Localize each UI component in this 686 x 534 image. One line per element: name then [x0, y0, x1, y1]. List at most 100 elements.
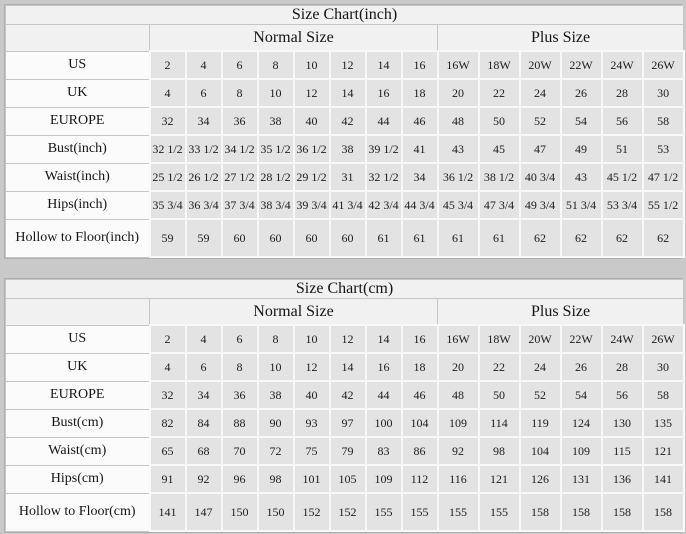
table-cell: 22: [477, 78, 521, 108]
corner-cell: [5, 298, 150, 326]
table-cell: 24: [518, 78, 562, 108]
table-cell: 45 3/4: [436, 190, 480, 220]
table-cell: 36: [220, 380, 259, 410]
table-cell: 152: [292, 492, 331, 532]
table-cell: 4: [148, 78, 187, 108]
table-cell: 2: [148, 50, 187, 80]
table-cell: 112: [400, 464, 439, 494]
table-cell: 34: [184, 106, 223, 136]
table-cell: 39 1/2: [364, 134, 403, 164]
table-cell: 44 3/4: [400, 190, 439, 220]
table-cell: 96: [220, 464, 259, 494]
table-cell: 155: [436, 492, 480, 532]
table-cell: 58: [641, 380, 685, 410]
table-cell: 43: [559, 162, 603, 192]
table-cell: 12: [292, 352, 331, 382]
table-cell: 109: [364, 464, 403, 494]
table-row: EUROPE 32 34 36 38 40 42 44 46 48 50 52 54 56 58: [5, 106, 685, 136]
table-cell: 60: [328, 218, 367, 258]
table-cell: 75: [292, 436, 331, 466]
table-cell: 47 3/4: [477, 190, 521, 220]
table-cell: 16W: [436, 50, 480, 80]
row-label: UK: [5, 352, 150, 382]
table-cell: 30: [641, 352, 685, 382]
table-cell: 33 1/2: [184, 134, 223, 164]
table-cell: 121: [477, 464, 521, 494]
table-cell: 22W: [559, 324, 603, 354]
table-cell: 38: [256, 106, 295, 136]
row-label: EUROPE: [5, 380, 150, 410]
table-cell: 34 1/2: [220, 134, 259, 164]
table-cell: 150: [256, 492, 295, 532]
table-cell: 40: [292, 106, 331, 136]
table-cell: 62: [559, 218, 603, 258]
table-cell: 6: [220, 324, 259, 354]
table-cell: 105: [328, 464, 367, 494]
table-cell: 20: [436, 352, 480, 382]
table-cell: 158: [641, 492, 685, 532]
table-cell: 82: [148, 408, 187, 438]
table-cell: 40: [292, 380, 331, 410]
size-charts-page: Size Chart(inch) Normal Size Plus Size US 2 4…: [0, 4, 686, 533]
size-chart-cm-table: Size Chart(cm) Normal Size Plus Size US 2 4 6 8…: [4, 279, 685, 532]
table-row: Hollow to Floor(inch) 59 59 60 60 60 60 61 61 61 6…: [5, 218, 685, 258]
table-cell: 42 3/4: [364, 190, 403, 220]
table-cell: 50: [477, 380, 521, 410]
row-label: Hollow to Floor(cm): [5, 492, 150, 532]
table-cell: 26W: [641, 50, 685, 80]
table-cell: 70: [220, 436, 259, 466]
table-cell: 6: [184, 352, 223, 382]
table-row: Hips(inch) 35 3/4 36 3/4 37 3/4 38 3/4 39 3/4…: [5, 190, 685, 220]
table-cell: 41: [400, 134, 439, 164]
table-cell: 34: [184, 380, 223, 410]
table-cell: 98: [477, 436, 521, 466]
table-cell: 61: [400, 218, 439, 258]
table-cell: 43: [436, 134, 480, 164]
table-cell: 14: [328, 352, 367, 382]
table-row: Bust(cm) 82 84 88 90 93 97 100 104 109 114 119 124 13…: [5, 408, 685, 438]
table-cell: 36 1/2: [292, 134, 331, 164]
table-cell: 38 3/4: [256, 190, 295, 220]
table-row: Waist(inch) 25 1/2 26 1/2 27 1/2 28 1/2 29 1/…: [5, 162, 685, 192]
size-chart-inch-frame: Size Chart(inch) Normal Size Plus Size US 2 4…: [4, 4, 685, 259]
table-cell: 6: [220, 50, 259, 80]
table-cell: 59: [184, 218, 223, 258]
table-cell: 42: [328, 380, 367, 410]
table-cell: 12: [292, 78, 331, 108]
table-cell: 51: [600, 134, 644, 164]
table-cell: 92: [436, 436, 480, 466]
group-header-normal-size: Normal Size: [149, 298, 438, 326]
table-cell: 55 1/2: [641, 190, 685, 220]
table-cell: 93: [292, 408, 331, 438]
table-cell: 62: [518, 218, 562, 258]
table-row: Hollow to Floor(cm) 141 147 150 150 152 152 155…: [5, 492, 685, 532]
table-row: UK 4 6 8 10 12 14 16 18 20 22 24 26 28 30: [5, 352, 685, 382]
table-cell: 62: [600, 218, 644, 258]
table-cell: 14: [364, 50, 403, 80]
table-cell: 37 3/4: [220, 190, 259, 220]
table-cell: 14: [364, 324, 403, 354]
row-label: Bust(inch): [5, 134, 150, 164]
table-title: Size Chart(cm): [4, 279, 685, 299]
table-cell: 10: [256, 78, 295, 108]
table-cell: 45: [477, 134, 521, 164]
table-cell: 26: [559, 352, 603, 382]
table-cell: 83: [364, 436, 403, 466]
table-cell: 109: [436, 408, 480, 438]
table-cell: 10: [292, 324, 331, 354]
group-header-row: Normal Size Plus Size: [5, 298, 685, 326]
table-cell: 126: [518, 464, 562, 494]
table-cell: 18: [400, 78, 439, 108]
table-cell: 40 3/4: [518, 162, 562, 192]
table-cell: 158: [518, 492, 562, 532]
table-cell: 16: [400, 324, 439, 354]
table-cell: 54: [559, 106, 603, 136]
table-cell: 12: [328, 50, 367, 80]
row-label: Bust(cm): [5, 408, 150, 438]
table-row: UK 4 6 8 10 12 14 16 18 20 22 24 26 28 30: [5, 78, 685, 108]
row-label: UK: [5, 78, 150, 108]
table-cell: 65: [148, 436, 187, 466]
table-cell: 32: [148, 380, 187, 410]
table-cell: 48: [436, 106, 480, 136]
table-row: US 2 4 6 8 10 12 14 16 16W 18W 20W 22W 24W 26W: [5, 50, 685, 80]
